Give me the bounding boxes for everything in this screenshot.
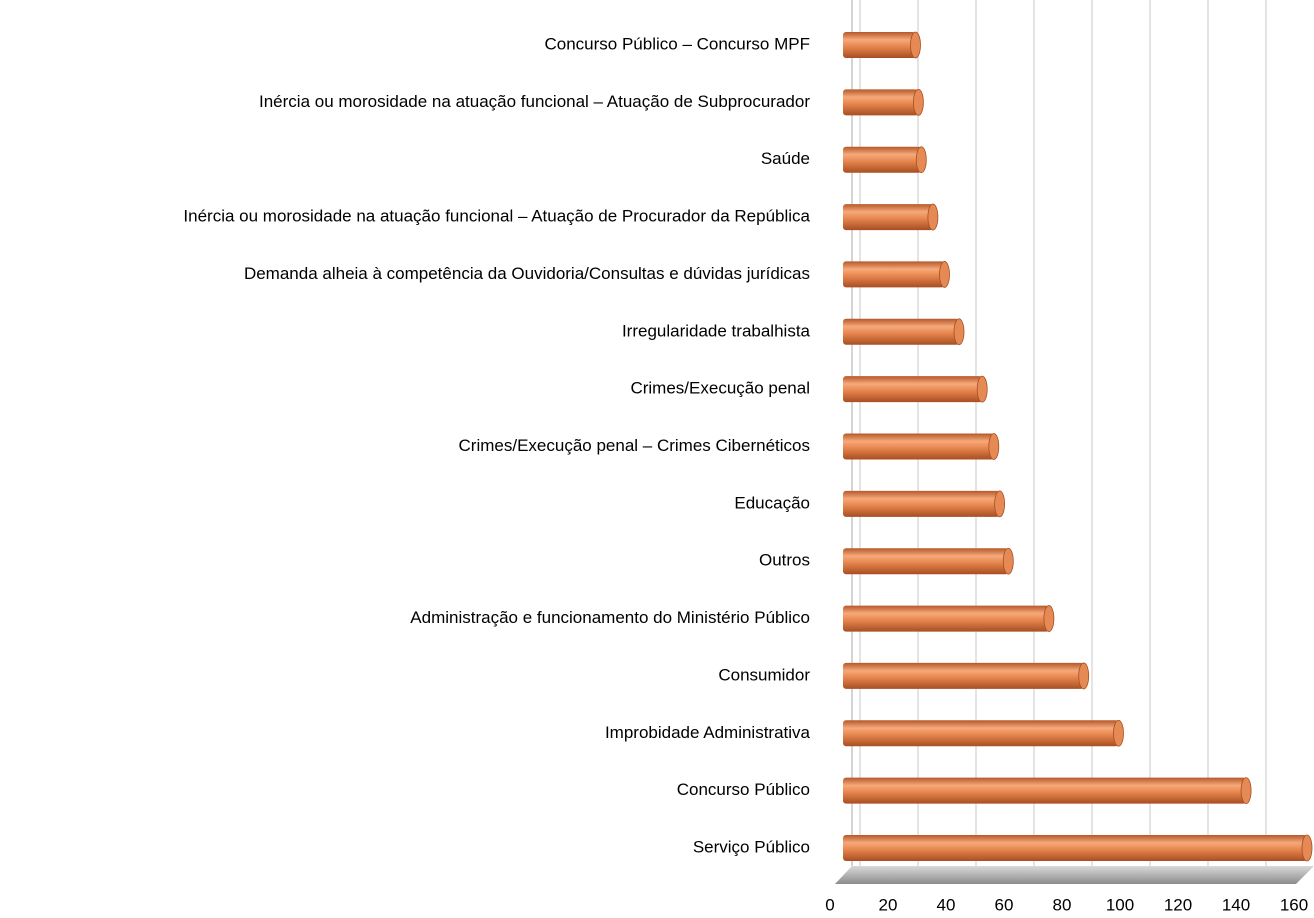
y-tick-label: Administração e funcionamento do Ministé… — [410, 608, 810, 627]
bar-cap — [1078, 662, 1090, 690]
x-tick-label: 0 — [825, 895, 834, 914]
bar — [843, 548, 1009, 575]
y-tick-label: Serviço Público — [693, 837, 810, 856]
x-tick-label: 60 — [995, 895, 1014, 914]
floor — [835, 866, 1314, 884]
bar — [843, 777, 1247, 804]
y-tick-label: Demanda alheia à competência da Ouvidori… — [244, 264, 810, 283]
bar-cap — [1113, 719, 1124, 747]
bar-cap — [1002, 547, 1014, 575]
bar — [843, 89, 919, 116]
y-tick-label: Irregularidade trabalhista — [622, 321, 811, 340]
x-tick-label: 140 — [1222, 895, 1250, 914]
bar — [843, 605, 1049, 632]
y-tick-label: Outros — [759, 551, 810, 570]
bar — [843, 376, 983, 403]
y-tick-label: Educação — [734, 493, 810, 512]
y-tick-label: Crimes/Execução penal – Crimes Cibernéti… — [459, 436, 810, 455]
y-tick-label: Concurso Público — [677, 780, 810, 799]
bar-cap — [976, 375, 988, 403]
x-tick-label: 120 — [1164, 895, 1192, 914]
x-tick-label: 40 — [937, 895, 956, 914]
bar-cap — [994, 490, 1005, 518]
bar — [843, 204, 933, 231]
y-tick-label: Crimes/Execução penal — [630, 379, 810, 398]
bar-cap — [1043, 605, 1055, 632]
y-tick-label: Improbidade Administrativa — [605, 723, 811, 742]
bar — [843, 146, 922, 173]
bar-cap — [1301, 834, 1313, 862]
x-tick-label: 20 — [879, 895, 898, 914]
bar-cap — [915, 146, 927, 174]
y-tick-label: Saúde — [761, 149, 810, 168]
bar-cap — [988, 433, 1000, 460]
bar — [843, 433, 994, 460]
bar — [843, 318, 959, 345]
x-tick-label: 80 — [1053, 895, 1072, 914]
y-tick-label: Concurso Público – Concurso MPF — [544, 34, 810, 53]
y-tick-label: Consumidor — [718, 665, 810, 684]
bar-cap — [953, 318, 965, 346]
bar — [843, 490, 1000, 517]
bar — [843, 835, 1307, 861]
bar-cap — [1240, 777, 1252, 805]
bar — [843, 720, 1119, 747]
bar-cap — [927, 203, 939, 231]
x-tick-label: 100 — [1106, 895, 1134, 914]
bar — [843, 662, 1084, 689]
x-tick-label: 160 — [1280, 895, 1308, 914]
bar-cap — [913, 88, 924, 116]
bar-cap — [939, 261, 950, 288]
y-tick-label: Inércia ou morosidade na atuação funcion… — [259, 92, 810, 111]
bar-cap — [910, 31, 921, 59]
bar — [843, 261, 945, 288]
bar — [843, 32, 916, 58]
y-tick-label: Inércia ou morosidade na atuação funcion… — [183, 207, 810, 226]
